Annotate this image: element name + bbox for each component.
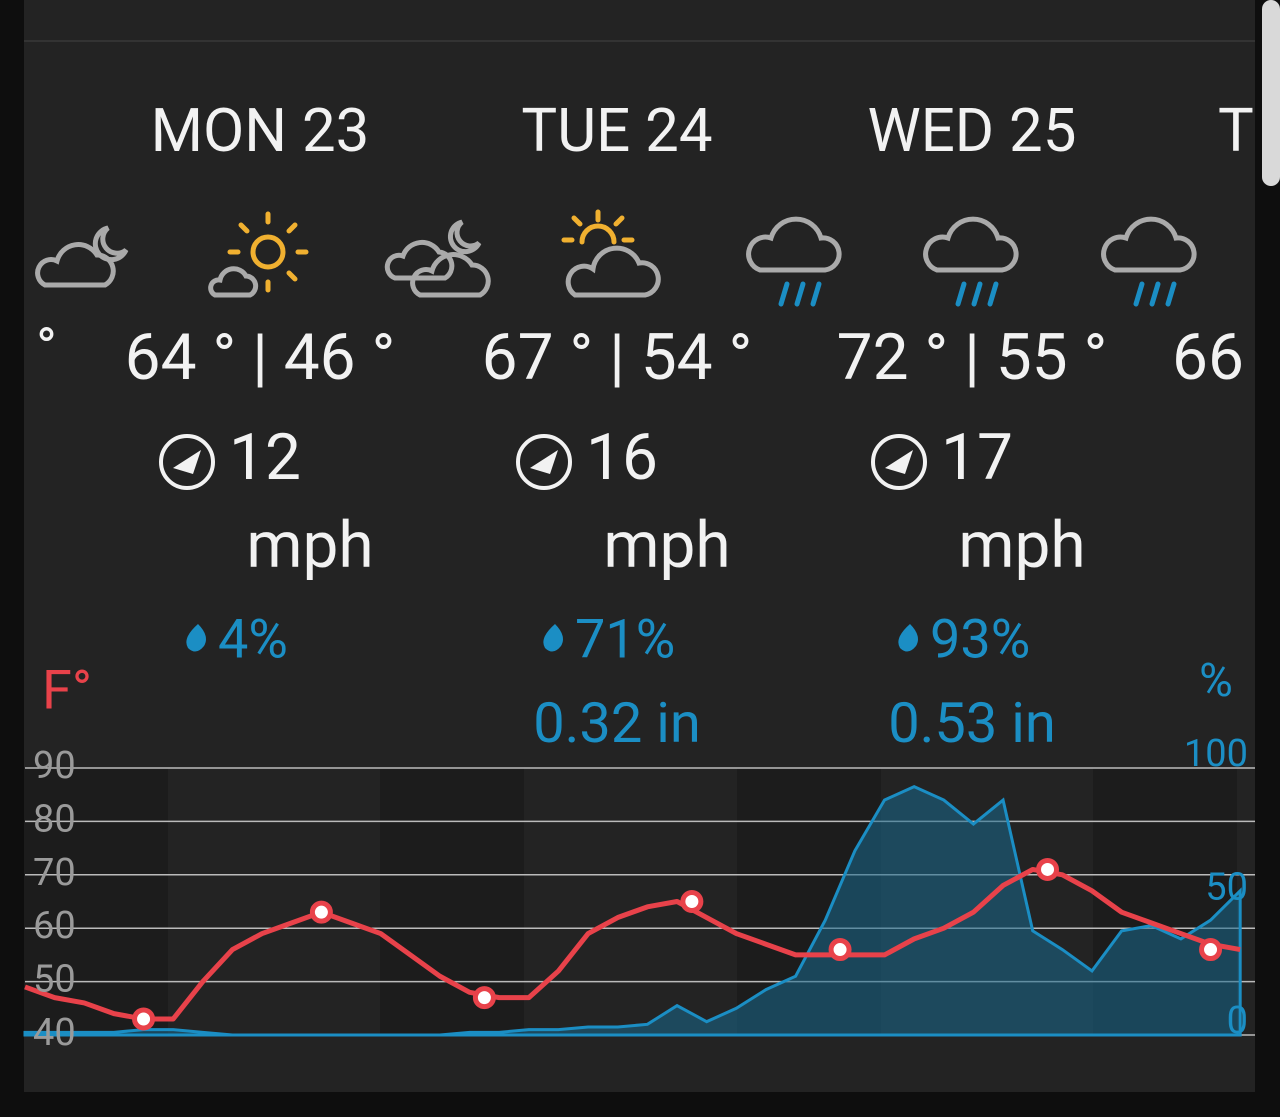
wind-arrow [173, 450, 201, 474]
weather-icons [35, 209, 1197, 307]
y2-axis-label: % [1199, 654, 1233, 708]
y-tick-label: 70 [33, 851, 76, 895]
day-label: MON 23 [151, 95, 370, 166]
drop-icon [543, 624, 563, 652]
y-tick-label: 40 [33, 1011, 76, 1055]
wind-unit: mph [246, 508, 373, 583]
temperature-marker [472, 986, 496, 1010]
temperature-marker [309, 900, 333, 924]
partial-day: T [1218, 95, 1254, 166]
drop-icon [186, 624, 206, 652]
precip-chance: 71% [575, 608, 675, 671]
y-tick-label: 90 [33, 744, 76, 788]
precip-amount: 0.32 in [533, 690, 701, 756]
partial-temp: ° [36, 315, 57, 381]
icon-rain [923, 216, 1019, 307]
day-label: WED 25 [867, 95, 1076, 166]
y-tick-label: 60 [33, 904, 76, 948]
y2-tick-label: 0 [1227, 999, 1248, 1043]
partial-temp: 66 [1172, 320, 1244, 395]
y-axis-label: F° [42, 659, 92, 722]
day-label: TUE 24 [521, 95, 712, 166]
wind-arrow [885, 450, 913, 474]
wind-speed: 17 [941, 420, 1013, 495]
wind-icon [871, 434, 927, 490]
wind-unit: mph [958, 508, 1085, 583]
temperature-marker [1036, 857, 1060, 881]
icon-night-cloudy [384, 219, 491, 298]
icon-night-cloudy [35, 225, 129, 288]
precip-chance: 93% [930, 608, 1030, 671]
precip-area [23, 785, 1242, 1037]
precip-chance: 4% [218, 608, 288, 671]
wind-unit: mph [603, 508, 730, 583]
y2-tick-label: 100 [1184, 732, 1248, 776]
temperatures: 64 ° | 46 ° [125, 320, 396, 395]
wind-speed: 12 [229, 420, 301, 495]
night-bands [24, 768, 1237, 1035]
y2-tick-label: 50 [1205, 866, 1248, 910]
temperature-marker [1199, 938, 1223, 962]
temperature-marker [132, 1007, 156, 1031]
precip-amount: 0.53 in [888, 690, 1056, 756]
wind-icon [516, 434, 572, 490]
icon-partly-sunny [208, 211, 309, 298]
wind-icon [159, 434, 215, 490]
icon-partly-sunny [561, 209, 661, 298]
temperature-marker [828, 938, 852, 962]
scrollbar[interactable] [1262, 0, 1280, 186]
wind-arrow [530, 450, 558, 474]
temperatures: 67 ° | 54 ° [482, 320, 753, 395]
icon-rain [746, 216, 842, 307]
icon-rain [1101, 216, 1197, 307]
temperature-marker [680, 890, 704, 913]
temperatures: 72 ° | 55 ° [837, 320, 1108, 395]
y-tick-label: 50 [33, 958, 76, 1002]
drop-icon [898, 624, 918, 652]
forecast: MON 23 64 ° | 46 ° 12 mph 4% TUE 24 67 ° | 54 … [23, 95, 1255, 1055]
wind-speed: 16 [586, 420, 658, 495]
y-tick-label: 80 [33, 797, 76, 841]
